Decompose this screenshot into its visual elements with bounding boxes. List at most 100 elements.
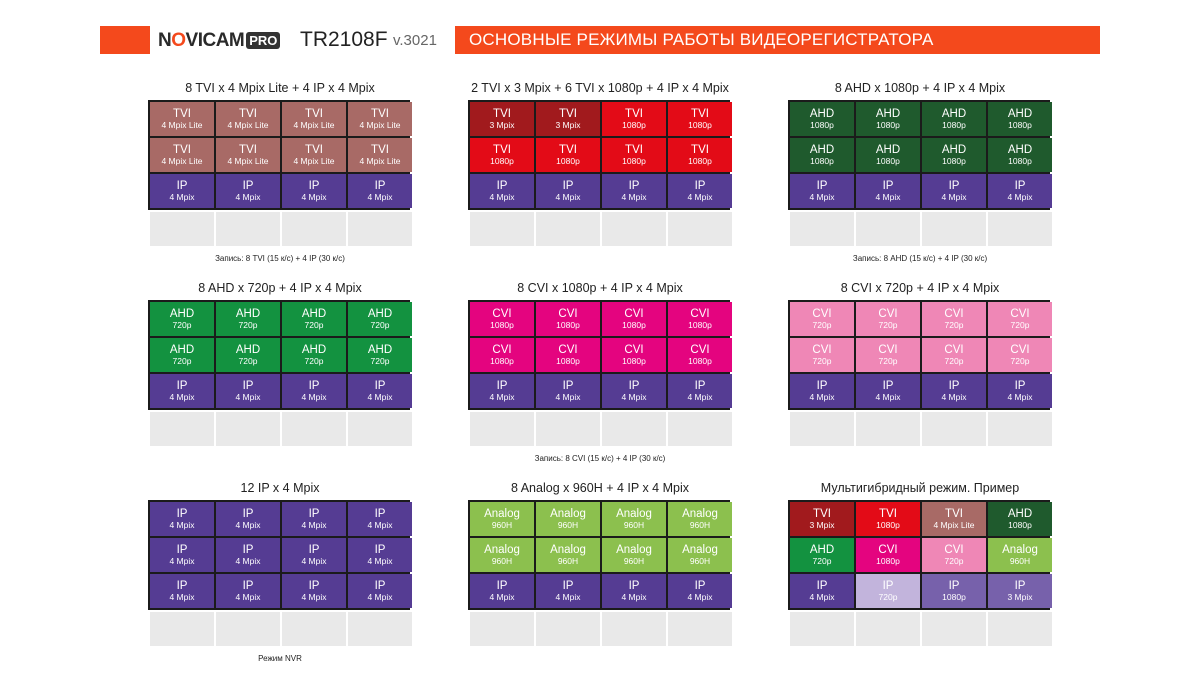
empty-slot: [856, 412, 920, 446]
channel-resolution: 1080p: [876, 520, 900, 530]
channel-cell: TVI 4 Mpix Lite: [282, 102, 346, 136]
channel-type: IP: [948, 580, 960, 592]
channel-cell: TVI 4 Mpix Lite: [216, 102, 280, 136]
mode-title: 8 Analog x 960H + 4 IP x 4 Mpix: [510, 481, 689, 495]
channel-resolution: 1080p: [942, 592, 966, 602]
empty-slot: [988, 212, 1052, 246]
channel-cell: IP 4 Mpix: [282, 502, 346, 536]
channel-resolution: 720p: [370, 356, 390, 366]
channel-cell: Analog 960H: [536, 502, 600, 536]
channel-grid: TVI 3 Mpix TVI 1080p TVI 4 Mpix Lite AHD 1080p A…: [788, 500, 1052, 610]
channel-cell: IP 4 Mpix: [282, 574, 346, 608]
channel-grid: IP 4 Mpix IP 4 Mpix IP 4 Mpix IP 4 Mpix IP 4 Mpix…: [148, 500, 412, 610]
channel-resolution: 4 Mpix: [301, 520, 327, 530]
channel-type: IP: [562, 380, 574, 392]
channel-type: IP: [628, 380, 640, 392]
channel-cell: IP 4 Mpix: [470, 574, 534, 608]
channel-grid: AHD 1080p AHD 1080p AHD 1080p AHD 1080p AHD 1080p…: [788, 100, 1052, 210]
channel-type: IP: [242, 380, 254, 392]
empty-slot-row: [468, 212, 732, 246]
channel-resolution: 4 Mpix: [235, 392, 261, 402]
channel-type: AHD: [1007, 108, 1033, 120]
empty-slot-row: [468, 612, 732, 646]
channel-cell: IP 4 Mpix: [790, 374, 854, 408]
channel-type: Analog: [550, 544, 586, 556]
mode-title: 8 AHD x 1080p + 4 IP x 4 Mpix: [834, 81, 1006, 95]
channel-type: IP: [882, 580, 894, 592]
channel-resolution: 1080p: [622, 120, 646, 130]
channel-cell: TVI 4 Mpix Lite: [150, 138, 214, 172]
channel-resolution: 1080p: [942, 156, 966, 166]
channel-cell: TVI 4 Mpix Lite: [922, 502, 986, 536]
channel-cell: AHD 720p: [216, 338, 280, 372]
channel-resolution: 720p: [172, 320, 192, 330]
channel-resolution: 4 Mpix: [489, 192, 515, 202]
empty-slot: [922, 412, 986, 446]
channel-resolution: 1080p: [556, 356, 580, 366]
empty-slot: [216, 212, 280, 246]
channel-type: AHD: [1007, 144, 1033, 156]
channel-type: TVI: [239, 108, 257, 120]
channel-type: IP: [176, 580, 188, 592]
channel-cell: IP 4 Mpix: [668, 574, 732, 608]
channel-resolution: 960H: [557, 556, 579, 566]
channel-type: TVI: [691, 144, 709, 156]
channel-resolution: 1080p: [688, 320, 712, 330]
mode-note: [788, 654, 1052, 664]
channel-cell: IP 4 Mpix: [668, 174, 732, 208]
channel-cell: AHD 1080p: [922, 102, 986, 136]
channel-resolution: 1080p: [876, 120, 900, 130]
channel-cell: CVI 720p: [922, 338, 986, 372]
channel-resolution: 1080p: [556, 320, 580, 330]
channel-cell: IP 4 Mpix: [150, 538, 214, 572]
channel-cell: IP 1080p: [922, 574, 986, 608]
empty-slot-row: [788, 412, 1052, 446]
empty-slot: [282, 412, 346, 446]
empty-slot: [216, 412, 280, 446]
channel-resolution: 4 Mpix: [235, 592, 261, 602]
empty-slot-row: [788, 212, 1052, 246]
channel-resolution: 4 Mpix Lite: [293, 120, 335, 130]
channel-resolution: 1080p: [490, 356, 514, 366]
channel-type: CVI: [624, 308, 644, 320]
channel-type: TVI: [559, 108, 577, 120]
channel-type: CVI: [558, 308, 578, 320]
channel-resolution: 4 Mpix Lite: [227, 120, 269, 130]
channel-resolution: 4 Mpix Lite: [161, 120, 203, 130]
channel-resolution: 4 Mpix: [301, 556, 327, 566]
channel-type: IP: [176, 544, 188, 556]
channel-type: IP: [562, 180, 574, 192]
channel-cell: CVI 1080p: [668, 338, 732, 372]
channel-cell: TVI 1080p: [602, 138, 666, 172]
channel-cell: IP 4 Mpix: [150, 374, 214, 408]
channel-cell: IP 4 Mpix: [348, 538, 412, 572]
channel-cell: IP 4 Mpix: [348, 574, 412, 608]
channel-resolution: 4 Mpix: [169, 392, 195, 402]
channel-resolution: 4 Mpix: [301, 392, 327, 402]
channel-resolution: 4 Mpix Lite: [293, 156, 335, 166]
mode-panel: 8 AHD x 720p + 4 IP x 4 Mpix AHD 720p AHD 72…: [148, 280, 412, 464]
channel-type: AHD: [301, 344, 327, 356]
channel-resolution: 4 Mpix: [235, 520, 261, 530]
empty-slot: [790, 212, 854, 246]
empty-slot: [790, 412, 854, 446]
channel-cell: IP 4 Mpix: [536, 574, 600, 608]
channel-cell: CVI 1080p: [536, 302, 600, 336]
channel-cell: IP 4 Mpix: [602, 174, 666, 208]
empty-slot: [790, 612, 854, 646]
channel-type: TVI: [173, 144, 191, 156]
channel-cell: TVI 1080p: [668, 102, 732, 136]
channel-type: IP: [496, 580, 508, 592]
channel-type: IP: [948, 180, 960, 192]
channel-type: CVI: [558, 344, 578, 356]
channel-resolution: 1080p: [688, 156, 712, 166]
channel-resolution: 720p: [944, 320, 964, 330]
channel-type: CVI: [878, 308, 898, 320]
channel-cell: Analog 960H: [988, 538, 1052, 572]
page-title: ОСНОВНЫЕ РЕЖИМЫ РАБОТЫ ВИДЕОРЕГИСТРАТОРА: [469, 30, 934, 49]
channel-cell: CVI 1080p: [536, 338, 600, 372]
mode-title: 8 CVI x 720p + 4 IP x 4 Mpix: [840, 281, 1000, 295]
channel-type: IP: [242, 180, 254, 192]
channel-cell: TVI 1080p: [602, 102, 666, 136]
channel-type: Analog: [616, 544, 652, 556]
